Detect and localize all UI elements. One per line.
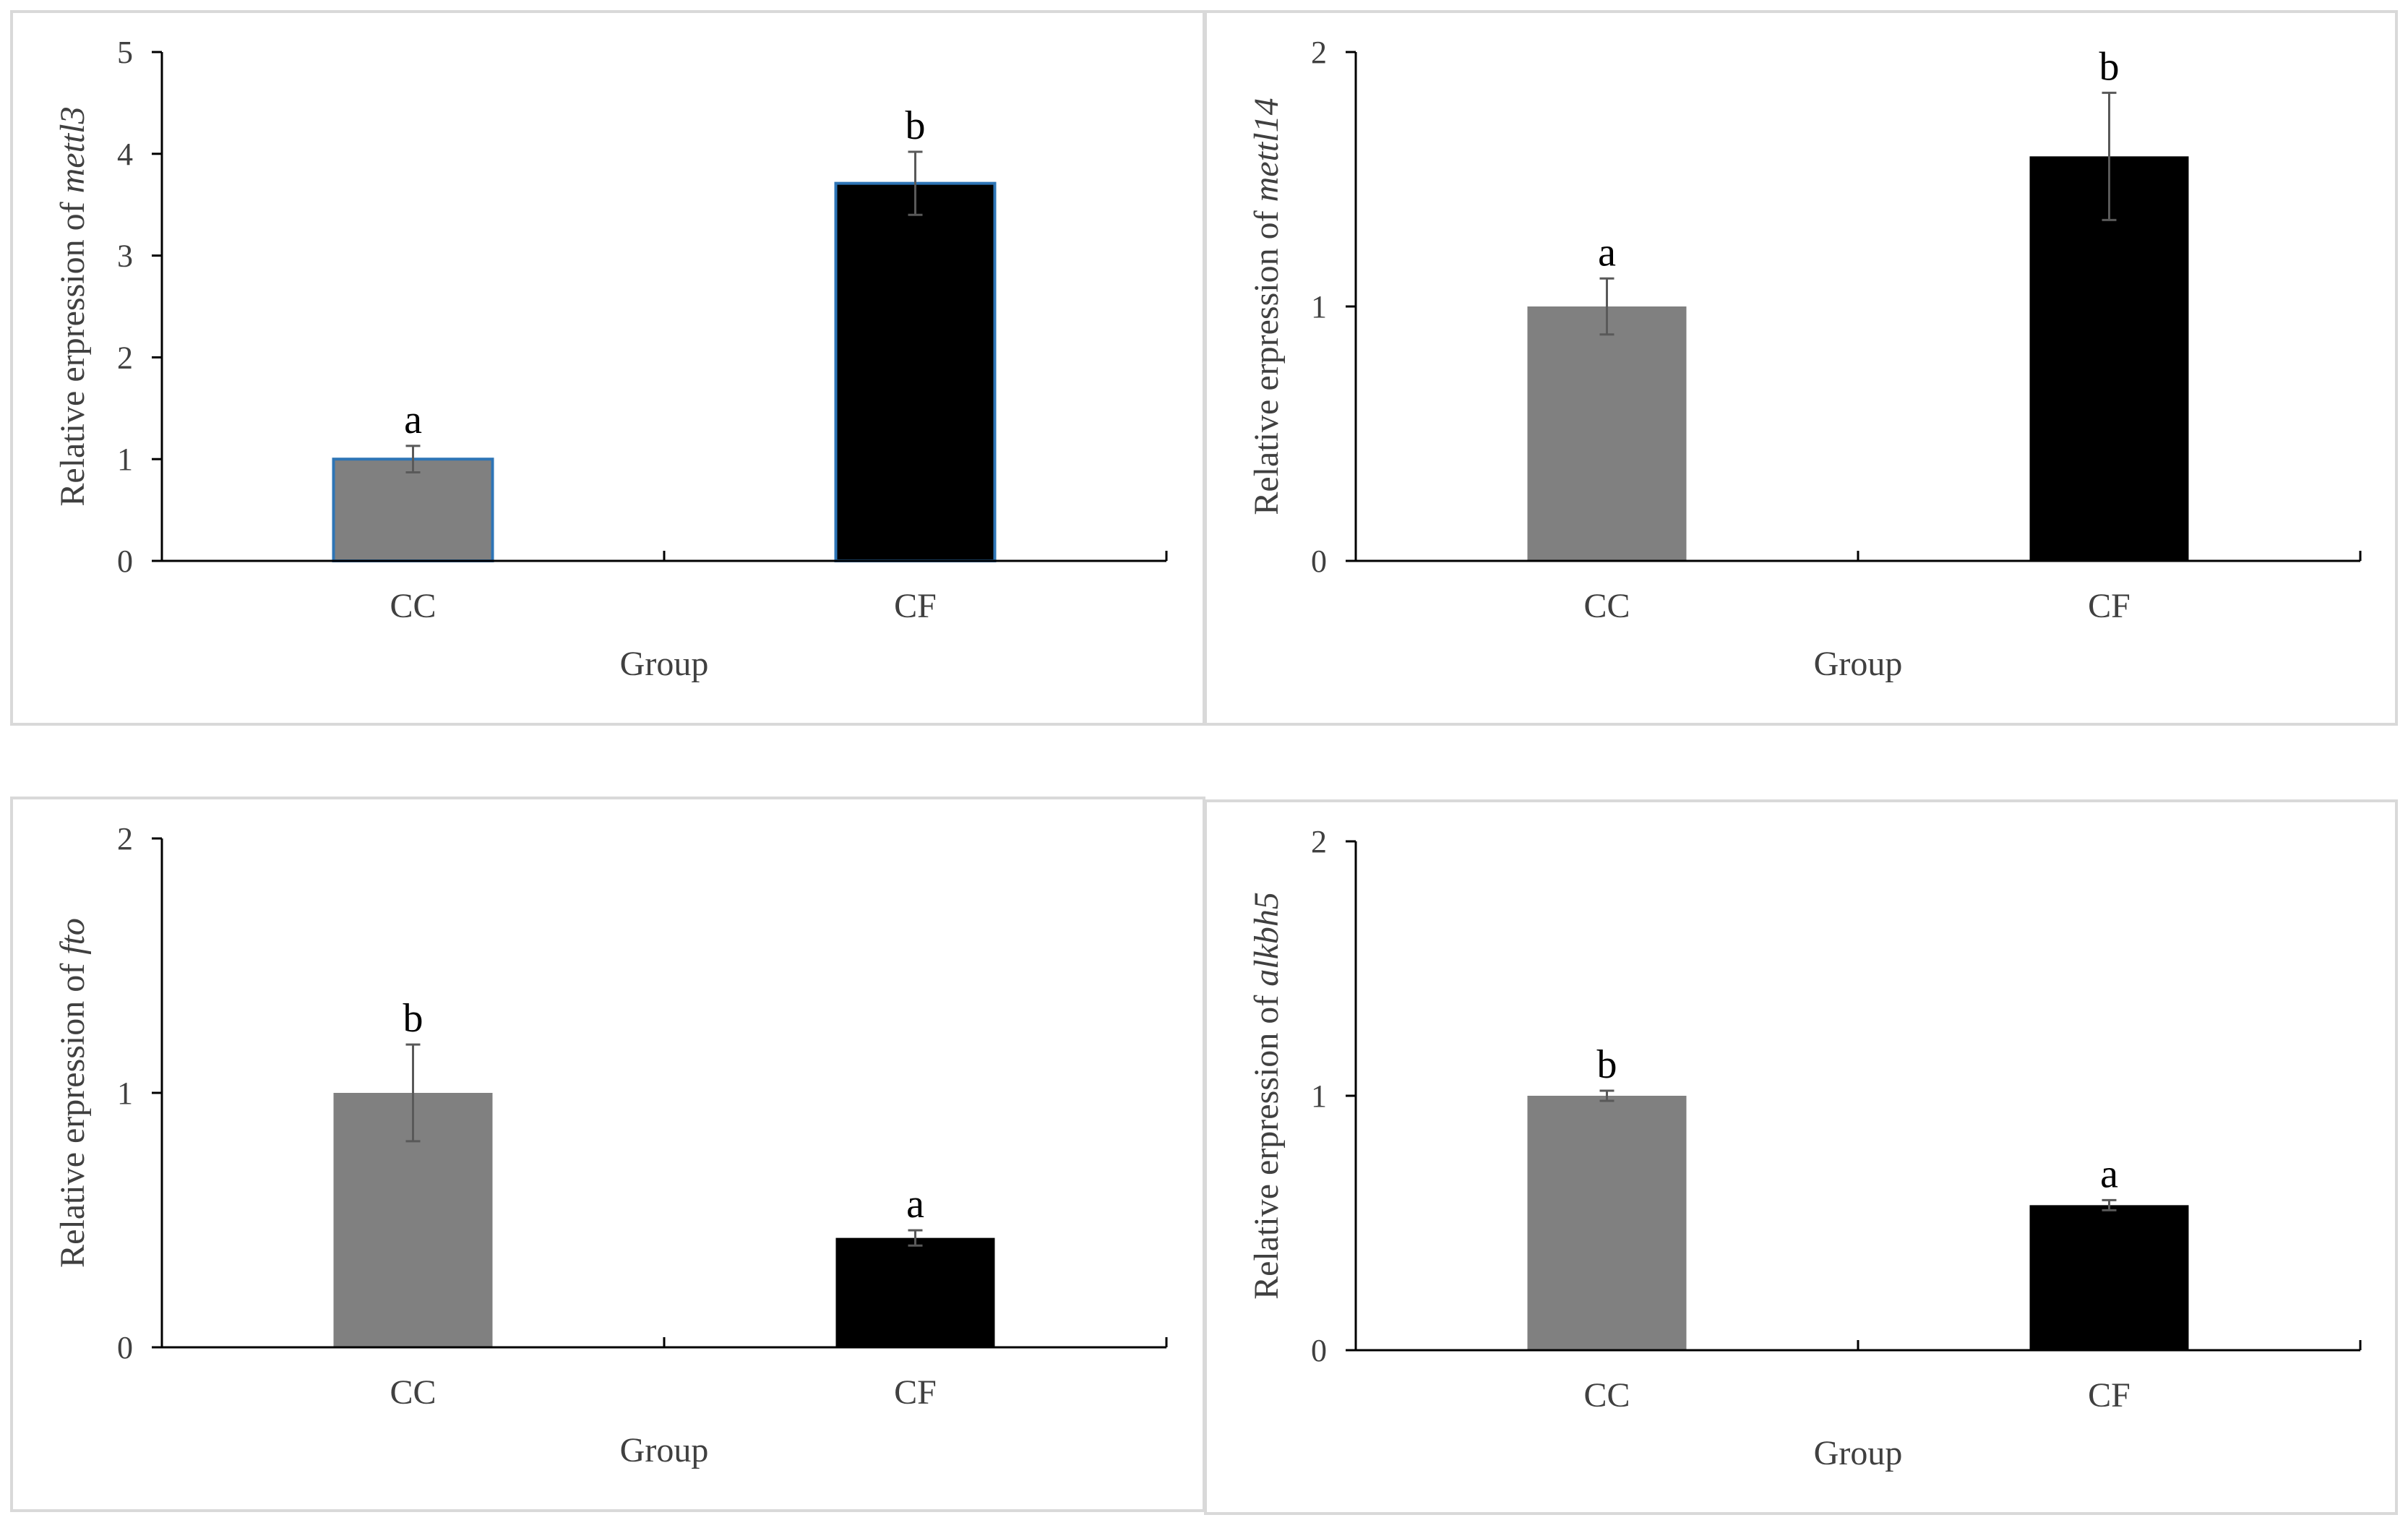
bar-cc [332, 458, 494, 563]
error-bar [908, 150, 923, 216]
bar-cc [1527, 306, 1687, 561]
y-tick-label: 1 [117, 442, 133, 477]
y-axis-title-prefix: Relative erpression of [1247, 202, 1286, 515]
chart-svg: 0 1 2 b CC a CF Group Relative erpression of fto [53, 821, 1168, 1469]
chart-panel-mettl3: 0 1 2 3 4 5 a CC b CF Group Relative erpression of … [10, 10, 1205, 726]
error-bar [1599, 1089, 1614, 1102]
x-category-label: CF [2088, 1376, 2130, 1415]
bar-cf [2029, 1205, 2189, 1350]
y-axis-title: Relative erpression of alkbh5 [1247, 892, 1286, 1300]
y-axis-title-gene: fto [53, 918, 92, 955]
y-axis-title-prefix: Relative erpression of [53, 193, 92, 506]
y-axis-title-prefix: Relative erpression of [1247, 987, 1286, 1300]
bar-cf [834, 181, 997, 562]
y-tick-label: 2 [1311, 35, 1327, 70]
bar-cf [2029, 156, 2189, 561]
y-tick-label: 1 [1311, 1078, 1327, 1114]
chart-panel-alkbh5: 0 1 2 b CC a CF Group Relative erpression of alk… [1204, 799, 2398, 1515]
chart-svg: 0 1 2 b CC a CF Group Relative erpression of alk… [1247, 824, 2362, 1472]
x-category-label: CC [1583, 587, 1630, 625]
significance-label: b [1597, 1042, 1617, 1087]
x-axis-title: Group [620, 1431, 709, 1469]
y-axis-title: Relative erpression of mettl3 [53, 106, 92, 506]
significance-label: a [906, 1182, 924, 1227]
significance-label: a [1598, 230, 1616, 275]
bar-cc [1527, 1096, 1687, 1350]
x-axis-title: Group [1814, 645, 1903, 683]
error-bar [405, 445, 421, 474]
y-tick-label: 0 [117, 544, 133, 579]
y-axis-title-prefix: Relative erpression of [53, 955, 92, 1268]
chart-panel-mettl14: 0 1 2 a CC b CF Group Relative erpression of met… [1204, 10, 2398, 726]
error-bar [405, 1043, 421, 1143]
y-tick-label: 0 [117, 1330, 133, 1365]
significance-label: a [404, 398, 422, 442]
x-axis-title: Group [620, 645, 709, 683]
y-axis-title-gene: mettl3 [53, 106, 92, 193]
significance-label: a [2100, 1151, 2118, 1196]
bar-cf [835, 1237, 995, 1347]
x-category-label: CF [894, 587, 937, 625]
y-tick-label: 0 [1311, 1333, 1327, 1368]
error-bar [2102, 1198, 2117, 1211]
y-tick-label: 4 [117, 137, 133, 172]
significance-label: b [906, 103, 926, 148]
significance-label: b [403, 996, 423, 1041]
chart-panel-fto: 0 1 2 b CC a CF Group Relative erpression of fto [10, 797, 1205, 1512]
y-tick-label: 3 [117, 239, 133, 274]
x-category-label: CF [894, 1373, 937, 1412]
y-axis-title-gene: mettl14 [1247, 98, 1286, 202]
y-axis-title: Relative erpression of fto [53, 918, 92, 1268]
error-bar [1599, 277, 1614, 336]
y-tick-label: 1 [1311, 289, 1327, 325]
y-axis-title-gene: alkbh5 [1247, 892, 1286, 987]
y-tick-label: 2 [117, 821, 133, 857]
y-tick-label: 5 [117, 35, 133, 70]
x-category-label: CF [2088, 587, 2130, 625]
x-axis-title: Group [1814, 1434, 1903, 1472]
y-tick-label: 1 [117, 1076, 133, 1111]
significance-label: b [2099, 44, 2120, 89]
y-axis-title: Relative erpression of mettl14 [1247, 98, 1286, 515]
x-category-label: CC [390, 587, 436, 625]
error-bar [908, 1229, 923, 1247]
chart-svg: 0 1 2 3 4 5 a CC b CF Group Relative erpression of … [53, 35, 1168, 683]
y-tick-label: 2 [117, 340, 133, 375]
x-category-label: CC [390, 1373, 436, 1412]
error-bar [2102, 91, 2117, 221]
y-tick-label: 2 [1311, 824, 1327, 859]
chart-svg: 0 1 2 a CC b CF Group Relative erpression of met… [1247, 35, 2362, 683]
y-tick-label: 0 [1311, 544, 1327, 579]
x-category-label: CC [1583, 1376, 1630, 1415]
